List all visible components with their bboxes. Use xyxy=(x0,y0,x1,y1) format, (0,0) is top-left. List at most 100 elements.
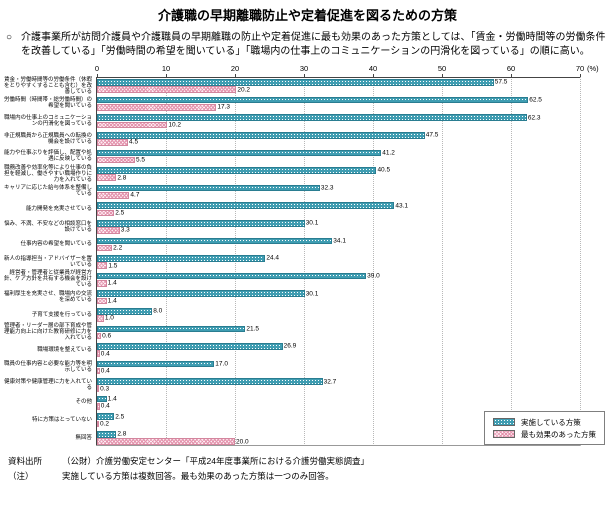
category-label: 経営者・管理者と従業員が経営方針、ケア方針を共有する機会を設けている xyxy=(3,270,92,289)
x-axis-tickmark xyxy=(442,74,443,77)
note-row: （注） 実施している方策は複数回答。最も効果のあった方策は一つのみ回答。 xyxy=(8,469,615,483)
chart-row: 子育て支援を行っている 8.0 1.0 xyxy=(0,306,615,324)
gridline xyxy=(166,77,167,447)
chart-row: 管理者・リーダー層の部下育成や管理能力向上に向けた教育研修に力を入れている 21.… xyxy=(0,323,615,341)
bar-value-label: 30.1 xyxy=(305,290,319,298)
bar-value-label: 10.2 xyxy=(168,121,182,129)
effective-bar: 3.3 xyxy=(97,227,130,234)
chart-row: 職務改善や効率化等により仕事の負担を軽減し、働きやすい職場作りに力を入れている 4… xyxy=(0,165,615,183)
legend-label-implemented: 実施している方策 xyxy=(521,417,581,427)
effective-bar: 10.2 xyxy=(97,121,181,128)
x-axis-tickmark xyxy=(166,74,167,77)
lead-bullet: ○ xyxy=(6,32,13,43)
category-label: 賃金・労働時間等の労働条件（休暇をとりやすくすることも含む）を改善している xyxy=(3,76,92,95)
legend-item-implemented: 実施している方策 xyxy=(493,416,596,428)
category-label: 福利厚生を充実させ、職場内の交流を深めている xyxy=(3,290,92,303)
chart-row: 賃金・労働時間等の労働条件（休暇をとりやすくすることも含む）を改善している 57.… xyxy=(0,77,615,95)
x-axis-tickmark xyxy=(580,74,581,77)
bar-value-label: 0.3 xyxy=(100,385,110,393)
implemented-bar: 24.4 xyxy=(97,255,279,262)
bar-value-label: 30.1 xyxy=(305,219,319,227)
bar-value-label: 32.3 xyxy=(320,184,334,192)
chart-row: 悩み、不満、不安などの相談窓口を設けている 30.1 3.3 xyxy=(0,218,615,236)
implemented-bar: 30.1 xyxy=(97,290,318,297)
implemented-bar: 26.9 xyxy=(97,343,296,350)
effective-bar: 1.5 xyxy=(97,262,117,269)
bar-value-label: 20.0 xyxy=(236,438,249,446)
bar-value-label: 8.0 xyxy=(153,307,163,315)
gridline xyxy=(373,77,374,447)
effective-bar: 4.5 xyxy=(97,139,138,146)
x-axis-tick: 50 xyxy=(437,64,447,73)
category-label: 悩み、不満、不安などの相談窓口を設けている xyxy=(3,220,92,233)
implemented-bar: 30.1 xyxy=(97,220,318,227)
bar-value-label: 32.7 xyxy=(323,378,337,386)
bar-value-label: 21.5 xyxy=(246,325,259,333)
y-axis-line xyxy=(96,77,97,447)
category-label: 職場内の仕事上のコミュニケーションの円滑化を図っている xyxy=(4,114,92,127)
effective-bar: 2.2 xyxy=(97,245,122,252)
source-text: （公財）介護労働安定センター「平成24年度事業所における介護労働実態調査」 xyxy=(62,456,369,467)
effective-bar: 1.4 xyxy=(97,297,117,304)
category-label: 職場環境を整えている xyxy=(37,346,92,353)
bar-value-label: 0.4 xyxy=(100,367,110,375)
x-axis: 0 10 20 30 40 50 60 70 (%) xyxy=(0,63,615,77)
effective-bar: 0.6 xyxy=(97,333,111,340)
x-axis-tick: 40 xyxy=(368,64,378,73)
bar-value-label: 5.5 xyxy=(135,156,145,164)
bar-value-label: 17.0 xyxy=(215,360,228,368)
effective-bar: 1.0 xyxy=(97,315,114,322)
implemented-bar: 8.0 xyxy=(97,308,162,315)
bar-value-label: 40.5 xyxy=(377,166,391,174)
bar-value-label: 2.8 xyxy=(117,430,127,438)
bar-value-label: 43.1 xyxy=(395,202,409,210)
bar-group: 62.3 10.2 xyxy=(96,112,615,130)
chart-row: 非正規職員から正規職員への転換の機会を設けている 47.5 4.5 xyxy=(0,130,615,148)
bar-value-label: 62.3 xyxy=(527,114,541,122)
bar-group: 2.5 0.2 xyxy=(96,411,615,429)
bar-group: 43.1 2.5 xyxy=(96,200,615,218)
bar-value-label: 39.0 xyxy=(367,272,380,280)
x-axis-tick: 0 xyxy=(94,64,100,73)
implemented-bar: 40.5 xyxy=(97,167,390,174)
bar-value-label: 57.5 xyxy=(494,78,508,86)
bar-group: 39.0 1.4 xyxy=(96,271,615,289)
slide: 介護職の早期離職防止や定着促進を図るための方策 ○ 介護事業所が訪問介護員や介護… xyxy=(0,8,615,483)
effective-bar: 5.5 xyxy=(97,157,145,164)
x-axis-tickmark xyxy=(304,74,305,77)
gridline xyxy=(235,77,236,447)
implemented-swatch-icon xyxy=(493,418,515,427)
implemented-bar: 2.8 xyxy=(97,431,126,438)
bar-group: 40.5 2.8 xyxy=(96,165,615,183)
x-axis-tick: 20 xyxy=(230,64,240,73)
bar-value-label: 1.4 xyxy=(107,395,117,403)
category-label: 職員の仕事内容と必要な能力等を明示している xyxy=(3,361,92,374)
chart-row: 職場内の仕事上のコミュニケーションの円滑化を図っている 62.3 10.2 xyxy=(0,112,615,130)
bar-group: 62.5 17.3 xyxy=(96,95,615,113)
chart-row: 職場環境を整えている 26.9 0.4 xyxy=(0,341,615,359)
bar-value-label: 0.2 xyxy=(100,420,110,428)
effective-bar: 17.3 xyxy=(97,104,230,111)
chart-row: 能力開発を充実させている 43.1 2.5 xyxy=(0,200,615,218)
plot-bottom-line xyxy=(96,445,580,447)
chart-row: キャリアに応じた給与体系を整備している 32.3 4.7 xyxy=(0,183,615,201)
bar-group: 21.5 0.6 xyxy=(96,323,615,341)
category-label: 職務改善や効率化等により仕事の負担を軽減し、働きやすい職場作りに力を入れている xyxy=(3,164,92,183)
category-label: 仕事内容の希望を聞いている xyxy=(20,241,92,248)
category-label: その他 xyxy=(75,399,92,406)
implemented-bar: 62.3 xyxy=(97,114,541,121)
category-label: 健康対策や健康管理に力を入れている xyxy=(4,378,92,391)
legend: 実施している方策 最も効果のあった方策 xyxy=(484,411,605,446)
implemented-bar: 21.5 xyxy=(97,325,259,332)
category-label: 管理者・リーダー層の部下育成や管理能力向上に向けた教育研修に力を入れている xyxy=(3,323,92,342)
implemented-bar: 57.5 xyxy=(97,79,507,86)
implemented-bar: 62.5 xyxy=(97,97,542,104)
category-label: 非正規職員から正規職員への転換の機会を設けている xyxy=(3,132,92,145)
x-axis-line xyxy=(96,77,580,78)
chart-row: 労働時間（時間帯・総労働時間）の希望を聞いている 62.5 17.3 xyxy=(0,95,615,113)
source-row: 資料出所 （公財）介護労働安定センター「平成24年度事業所における介護労働実態調… xyxy=(8,454,615,468)
implemented-bar: 32.7 xyxy=(97,378,336,385)
bar-group: 8.0 1.0 xyxy=(96,306,615,324)
plot-area: 賃金・労働時間等の労働条件（休暇をとりやすくすることも含む）を改善している 57.… xyxy=(0,77,615,447)
bar-value-label: 24.4 xyxy=(266,254,280,262)
